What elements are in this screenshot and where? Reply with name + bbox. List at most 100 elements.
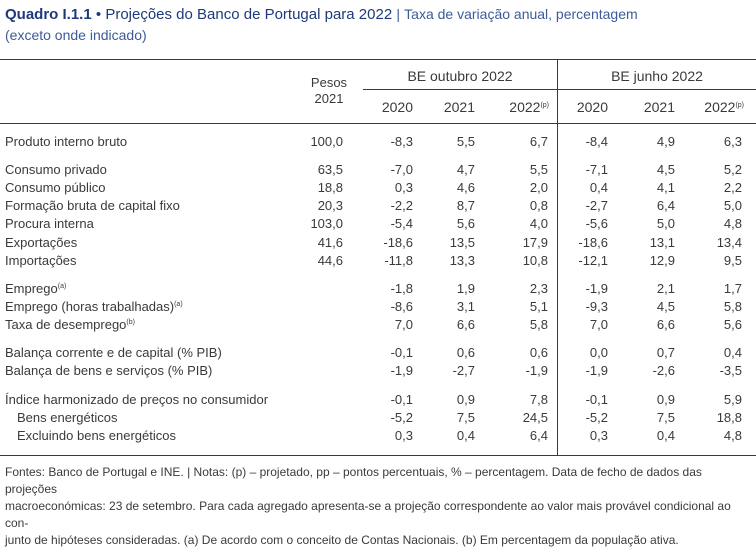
june-value: 6,6 — [656, 317, 675, 332]
weight-value: 18,8 — [317, 180, 343, 195]
october-value: 5,8 — [529, 317, 548, 332]
year-header-oct-2021: 2021 — [443, 99, 475, 115]
october-value: -2,2 — [390, 198, 413, 213]
june-value: 4,8 — [723, 216, 742, 231]
june-value: -2,7 — [585, 198, 608, 213]
june-value: 13,4 — [716, 235, 742, 250]
june-value: 5,0 — [723, 198, 742, 213]
june-value: 6,3 — [723, 134, 742, 149]
group-header-rule — [363, 89, 756, 90]
row-label: Procura interna — [5, 216, 94, 231]
october-value: -2,7 — [452, 363, 475, 378]
october-value: 5,5 — [529, 162, 548, 177]
title-bullet: • — [95, 6, 102, 23]
june-value: 5,9 — [723, 392, 742, 407]
october-value: 13,5 — [449, 235, 475, 250]
june-value: 0,3 — [589, 428, 608, 443]
october-value: 4,6 — [456, 180, 475, 195]
june-value: 0,9 — [656, 392, 675, 407]
row-label: Emprego(a) — [5, 281, 67, 296]
june-value: -5,2 — [585, 410, 608, 425]
june-value: 5,2 — [723, 162, 742, 177]
october-value: 0,3 — [394, 180, 413, 195]
year-header-jun-2022: 2022(p) — [704, 99, 744, 115]
october-value: 3,1 — [456, 299, 475, 314]
october-value: 0,6 — [456, 345, 475, 360]
row-label: Consumo público — [5, 180, 106, 195]
june-value: 0,7 — [656, 345, 675, 360]
october-value: 0,3 — [394, 428, 413, 443]
october-value: -8,6 — [390, 299, 413, 314]
title-separator: | — [396, 6, 400, 22]
october-value: -1,9 — [390, 363, 413, 378]
june-value: -0,1 — [585, 392, 608, 407]
october-value: -1,9 — [525, 363, 548, 378]
row-label: Balança corrente e de capital (% PIB) — [5, 345, 222, 360]
june-value: 9,5 — [723, 253, 742, 268]
october-value: -5,4 — [390, 216, 413, 231]
june-value: 1,7 — [723, 281, 742, 296]
june-value: 0,4 — [589, 180, 608, 195]
october-value: -11,8 — [384, 253, 413, 268]
table-footnotes: Fontes: Banco de Portugal e INE. | Notas… — [5, 464, 750, 549]
row-label: Formação bruta de capital fixo — [5, 198, 180, 213]
weight-value: 63,5 — [317, 162, 343, 177]
june-value: 0,0 — [589, 345, 608, 360]
june-value: 4,9 — [656, 134, 675, 149]
october-value: 0,9 — [456, 392, 475, 407]
june-value: -18,6 — [578, 235, 608, 250]
june-value: 4,8 — [723, 428, 742, 443]
june-value: 4,5 — [656, 162, 675, 177]
year-header-jun-2021: 2021 — [643, 99, 675, 115]
october-value: 0,8 — [529, 198, 548, 213]
weight-value: 44,6 — [317, 253, 343, 268]
june-value: -7,1 — [585, 162, 608, 177]
october-value: 5,1 — [529, 299, 548, 314]
october-value: 6,7 — [529, 134, 548, 149]
title-subtitle-continued: (exceto onde indicado) — [5, 27, 147, 43]
june-value: 7,5 — [656, 410, 675, 425]
table-page: Quadro I.1.1 • Projeções do Banco de Por… — [0, 6, 756, 547]
year-header-oct-2020: 2020 — [381, 99, 413, 115]
october-value: 1,9 — [456, 281, 475, 296]
june-value: -1,9 — [585, 281, 608, 296]
header-bottom-rule — [0, 123, 756, 124]
june-value: 18,8 — [716, 410, 742, 425]
weight-value: 20,3 — [317, 198, 343, 213]
row-label: Produto interno bruto — [5, 134, 128, 149]
footnote-line: junto de hipóteses consideradas. (a) De … — [5, 533, 679, 547]
october-value: 5,6 — [456, 216, 475, 231]
june-value: 7,0 — [589, 317, 608, 332]
june-value: 0,4 — [723, 345, 742, 360]
october-value: 2,3 — [529, 281, 548, 296]
june-value: 0,4 — [656, 428, 675, 443]
weight-value: 100,0 — [310, 134, 343, 149]
june-value: -8,4 — [585, 134, 608, 149]
october-value: 6,4 — [529, 428, 548, 443]
row-label: Excluindo bens energéticos — [17, 428, 176, 443]
footnote-line: macroeconómicas: 23 de setembro. Para ca… — [5, 499, 731, 530]
october-value: 10,8 — [522, 253, 548, 268]
weight-value: 103,0 — [310, 216, 343, 231]
top-rule — [0, 59, 756, 60]
june-value: 4,1 — [656, 180, 675, 195]
group-divider — [557, 59, 558, 455]
june-value: 2,2 — [723, 180, 742, 195]
june-value: -5,6 — [585, 216, 608, 231]
footnote-marker: (b) — [126, 319, 135, 326]
june-value: 4,5 — [656, 299, 675, 314]
table-number: Quadro I.1.1 — [5, 6, 92, 23]
june-value: 12,9 — [649, 253, 675, 268]
row-label: Emprego (horas trabalhadas)(a) — [5, 299, 183, 314]
october-value: 4,7 — [456, 162, 475, 177]
october-value: -5,2 — [390, 410, 413, 425]
october-value: -0,1 — [390, 392, 413, 407]
year-header-jun-2020: 2020 — [576, 99, 608, 115]
june-value: -9,3 — [585, 299, 608, 314]
october-value: 0,6 — [529, 345, 548, 360]
footnote-line: Fontes: Banco de Portugal e INE. | Notas… — [5, 465, 702, 496]
june-value: 6,4 — [656, 198, 675, 213]
title-main: Projeções do Banco de Portugal para 2022 — [105, 6, 393, 23]
october-value: -8,3 — [390, 134, 413, 149]
june-value: 2,1 — [656, 281, 675, 296]
